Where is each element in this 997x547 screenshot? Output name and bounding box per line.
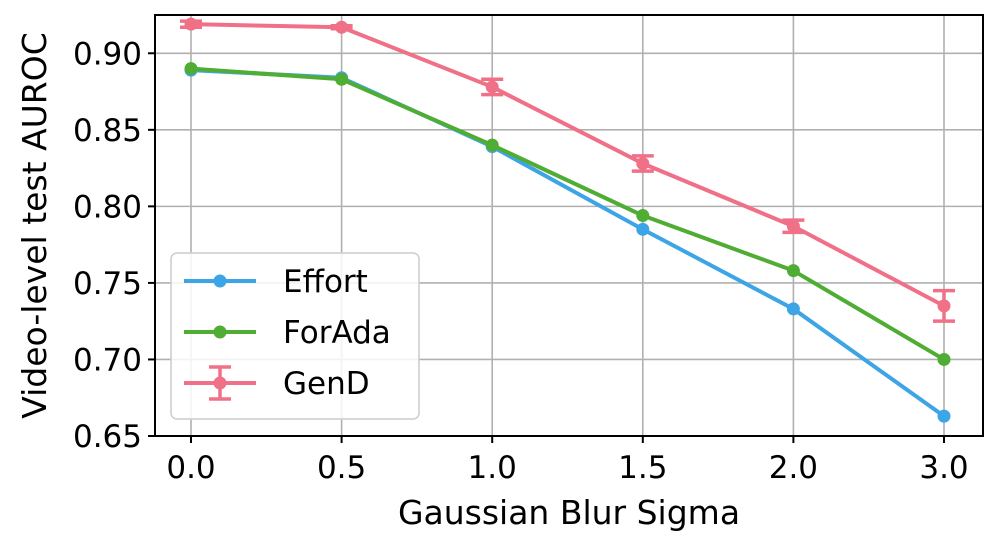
data-point: [335, 72, 349, 86]
legend-label: GenD: [283, 366, 370, 402]
data-point: [786, 219, 800, 233]
x-tick-label: 1.0: [468, 450, 517, 486]
y-tick-label: 0.70: [73, 342, 142, 378]
data-point: [636, 209, 650, 223]
plot-frame: [154, 14, 984, 437]
data-point: [184, 62, 198, 76]
series-line: [190, 22, 945, 308]
legend-box: [170, 252, 420, 420]
x-tick-label: 0.0: [166, 450, 215, 486]
data-point: [636, 222, 650, 236]
legend-item-effort: Effort: [184, 264, 368, 300]
y-tick-label: 0.85: [73, 113, 142, 149]
y-axis-label: Video-level test AUROC: [15, 32, 54, 418]
y-tick-label: 0.75: [73, 266, 142, 302]
series-gend: [180, 17, 955, 323]
legend: Effort ForAda GenD: [170, 252, 420, 420]
data-point: [184, 17, 198, 31]
legend-label: ForAda: [283, 315, 391, 351]
legend-marker: [213, 325, 227, 339]
y-axis-ticks: 0.65 0.70 0.75 0.80 0.85 0.90: [73, 36, 155, 455]
data-point: [485, 80, 499, 94]
legend-marker: [213, 274, 227, 288]
series-forada: [184, 62, 951, 366]
data-point: [786, 302, 800, 316]
x-axis-label: Gaussian Blur Sigma: [398, 493, 740, 532]
legend-label: Effort: [283, 264, 368, 300]
legend-item-forada: ForAda: [184, 315, 391, 351]
legend-marker: [213, 376, 227, 390]
data-point: [937, 352, 951, 366]
y-tick-label: 0.90: [73, 36, 142, 72]
x-tick-label: 2.0: [769, 450, 818, 486]
legend-item-gend: GenD: [184, 365, 370, 402]
series-line: [190, 66, 946, 362]
data-point: [786, 264, 800, 278]
x-tick-label: 1.5: [618, 450, 667, 486]
y-tick-label: 0.80: [73, 189, 142, 225]
data-point: [485, 138, 499, 152]
x-tick-label: 3.0: [919, 450, 968, 486]
series-layer: [180, 17, 955, 423]
x-tick-label: 0.5: [317, 450, 366, 486]
data-point: [636, 156, 650, 170]
y-tick-label: 0.65: [73, 419, 142, 455]
data-point: [335, 20, 349, 34]
x-axis-ticks: 0.0 0.5 1.0 1.5 2.0 3.0: [166, 436, 969, 486]
data-point: [937, 409, 951, 423]
data-point: [937, 299, 951, 313]
